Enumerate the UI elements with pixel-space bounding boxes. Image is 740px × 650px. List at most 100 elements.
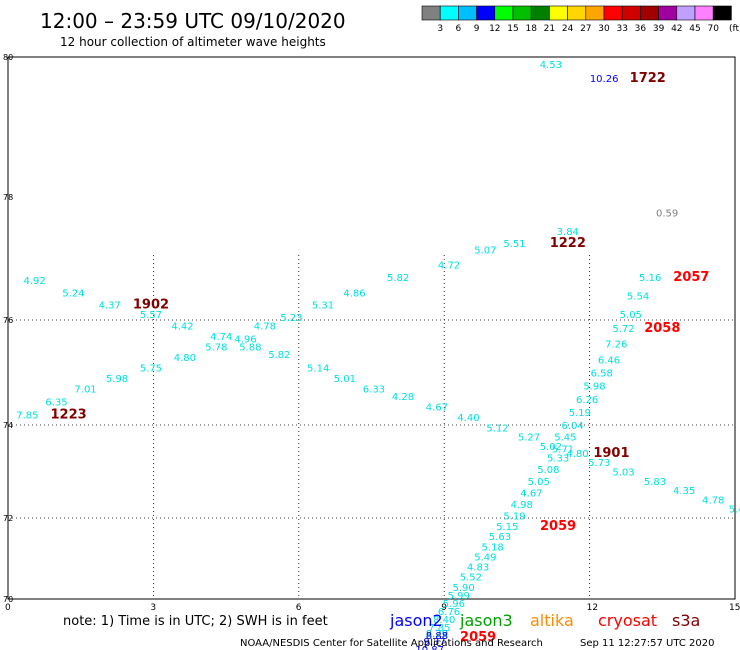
legend-swatch [603, 5, 623, 21]
wave-height-value: 4.72 [438, 261, 460, 272]
wave-height-value: 5.63 [489, 532, 511, 543]
wave-height-value: 5.54 [627, 291, 649, 302]
legend-label: 18 [525, 24, 537, 34]
wave-height-value: 8.29 [426, 629, 448, 640]
latitude-label: 74 [3, 421, 13, 430]
legend-label: 33 [616, 24, 627, 34]
wave-height-value: 4.96 [234, 334, 256, 345]
wave-height-value: 5.72 [612, 324, 634, 335]
wave-height-value: 5.24 [62, 288, 84, 299]
time-label: 15 [729, 603, 740, 613]
wave-height-value: 4.83 [467, 563, 489, 574]
map-title: 12:00 – 23:59 UTC 09/10/2020 [40, 9, 346, 33]
footer-timestamp: Sep 11 12:27:57 UTC 2020 [580, 638, 714, 649]
wave-height-value: 5.33 [547, 454, 569, 465]
legend-label: 9 [474, 24, 480, 34]
legend-swatch [530, 5, 550, 21]
legend-label: 21 [544, 24, 555, 34]
wave-height-value: 5.05 [528, 477, 550, 488]
wave-height-value: 4.78 [702, 495, 724, 506]
legend-swatch [676, 5, 696, 21]
pass-time-label: 2057 [673, 270, 709, 285]
legend-swatch [567, 5, 587, 21]
wave-height-value: 5.82 [387, 273, 409, 284]
satellite-altika: altika [530, 611, 574, 630]
wave-height-value: 4.40 [457, 413, 479, 424]
wave-height-value: 8.88 [426, 631, 448, 642]
legend-swatch [512, 5, 532, 21]
latitude-label: 76 [3, 316, 13, 325]
wave-height-value: 6.35 [45, 397, 67, 408]
wave-height-value: 10.87 [415, 645, 444, 650]
footer-credit: NOAA/NESDIS Center for Satellite Applica… [240, 638, 543, 649]
time-label: 9 [441, 603, 447, 613]
wave-height-value: 5.08 [537, 465, 559, 476]
pass-time-label: 1722 [630, 71, 666, 86]
wave-height-value: 4.67 [520, 488, 542, 499]
wave-height-value: 4.86 [343, 288, 365, 299]
wave-height-value: 6.04 [562, 421, 584, 432]
legend-label: 15 [507, 24, 518, 34]
wave-height-value: 5.96 [443, 599, 465, 610]
wave-height-value: 5.07 [474, 245, 496, 256]
wave-height-value: 5.19 [569, 408, 591, 419]
legend-label: 30 [598, 24, 610, 34]
time-labels: 0 3 6 9 12 15 [5, 603, 740, 613]
wave-height-value: 5.78 [205, 342, 227, 353]
legend-label: 45 [689, 24, 700, 34]
wave-height-value: 5.02 [540, 442, 562, 453]
legend-swatch [421, 5, 441, 21]
wave-height-value: 4.92 [24, 276, 46, 287]
wave-height-value: 4.35 [673, 486, 695, 497]
wave-height-value: 5.46 [729, 505, 740, 516]
time-label: 12 [587, 603, 598, 613]
pass-time-label: 1902 [133, 298, 169, 313]
legend-swatch [621, 5, 641, 21]
time-label: 3 [150, 603, 156, 613]
wave-height-value: 5.12 [486, 423, 508, 434]
wave-height-value: 5.88 [239, 342, 261, 353]
satellite-cryosat: cryosat [598, 611, 657, 630]
wave-height-observations: 4.53 10.26 1722 0.59 3.84 5.51 1222 5.07 4.72 5.8… [16, 60, 740, 650]
pass-time-label: 2058 [644, 321, 680, 336]
satellite-s3a: s3a [672, 611, 700, 630]
legend-unit: (ft) [729, 24, 740, 34]
wave-height-value: 4.80 [566, 449, 588, 460]
wave-height-value: 5.05 [620, 310, 642, 321]
satellite-legend: jason2 jason3 altika cryosat s3a [389, 611, 700, 630]
lat-lon-grid [8, 255, 735, 599]
wave-height-value: 10.26 [590, 74, 619, 85]
legend-label: 36 [635, 24, 647, 34]
wave-height-value: 5.73 [588, 458, 610, 469]
legend-swatch [458, 5, 477, 21]
legend-label: 24 [562, 24, 574, 34]
legend-swatch [640, 5, 659, 21]
wave-height-value: 4.67 [426, 403, 448, 414]
wave-height-value: 4.42 [171, 321, 193, 332]
legend-swatch [494, 5, 514, 21]
legend-label: 3 [437, 24, 443, 34]
wave-height-value: 5.82 [268, 350, 290, 361]
wave-height-value: 4.37 [99, 301, 121, 312]
wave-height-value: 5.16 [639, 273, 661, 284]
wave-height-value: 9.37 [423, 637, 445, 648]
wave-height-value: 5.15 [496, 522, 518, 533]
satellite-jason2: jason2 [389, 611, 443, 630]
wave-height-value: 4.74 [210, 332, 232, 343]
wave-height-value: 5.90 [452, 583, 474, 594]
legend-swatch [712, 5, 732, 21]
wave-height-value: 8.40 [433, 615, 455, 626]
satellite-jason3: jason3 [459, 611, 513, 630]
wave-height-value: 5.45 [554, 433, 576, 444]
legend-swatch [549, 5, 568, 21]
wave-height-value: 6.58 [591, 369, 613, 380]
latitude-labels: 80 78 76 74 72 70 [3, 53, 13, 604]
pass-time-label: 2059 [540, 519, 576, 534]
wave-height-value: 5.98 [106, 374, 128, 385]
legend-swatch [694, 5, 714, 21]
wave-height-value: 5.51 [503, 239, 525, 250]
pass-time-label: 1222 [550, 236, 586, 251]
legend-label: 6 [456, 24, 462, 34]
wave-height-value: 5.01 [334, 374, 356, 385]
wave-height-value: 5.57 [140, 310, 162, 321]
